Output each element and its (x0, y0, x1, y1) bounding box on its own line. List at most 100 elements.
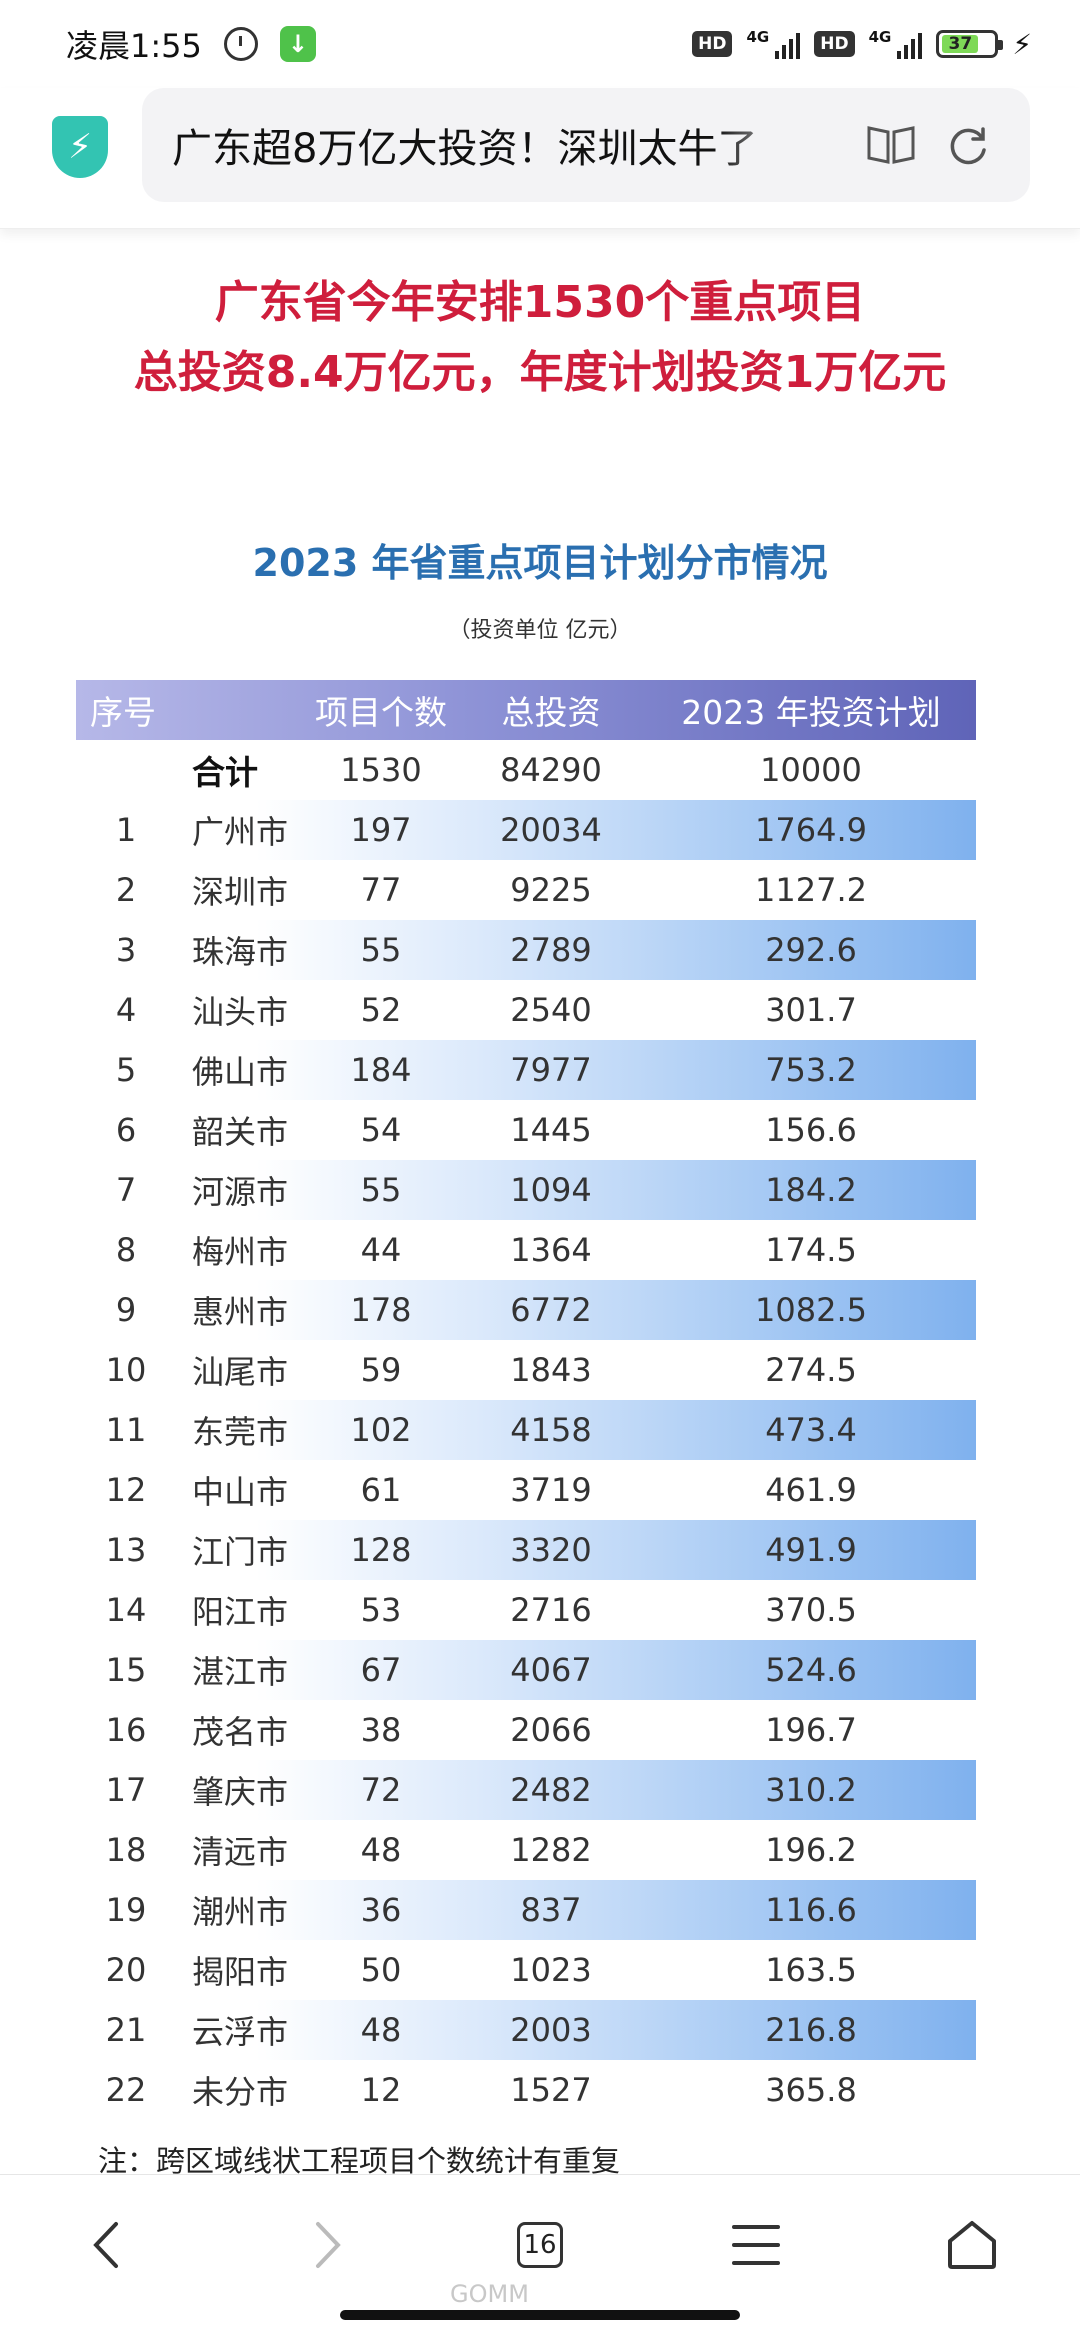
plan-2023: 163.5 (765, 1951, 857, 1989)
total-investment: 1094 (510, 1171, 592, 1209)
city-name: 中山市 (192, 1473, 289, 1511)
project-count: 48 (360, 2011, 402, 2049)
project-count: 128 (350, 1531, 412, 1569)
plan-2023: 1764.9 (755, 811, 867, 849)
total-investment: 1527 (510, 2071, 592, 2109)
city-name: 珠海市 (192, 933, 289, 971)
reload-icon[interactable] (946, 124, 990, 168)
project-count: 197 (350, 811, 412, 849)
total-investment: 4158 (510, 1411, 592, 1449)
article-headline: 广东省今年安排1530个重点项目 总投资8.4万亿元，年度计划投资1万亿元 (0, 268, 1080, 408)
alarm-clock-icon (223, 27, 258, 61)
city-name: 汕尾市 (192, 1353, 289, 1391)
project-count: 55 (360, 1171, 402, 1209)
table-row: 22 未分市 12 1527 365.8 (76, 2060, 976, 2120)
city-name: 广州市 (192, 813, 289, 851)
back-arrow-icon (93, 2222, 118, 2268)
city-name: 佛山市 (192, 1053, 289, 1091)
investment-table: 序号 项目个数 总投资 2023 年投资计划 合计 1530 84290 100… (76, 680, 976, 2120)
table-row: 10 汕尾市 59 1843 274.5 (76, 1340, 976, 1400)
total-plan-2023: 10000 (760, 751, 862, 789)
column-header-plan-2023: 2023 年投资计划 (681, 693, 941, 732)
back-button[interactable] (66, 2205, 146, 2285)
table-row: 5 佛山市 184 7977 753.2 (76, 1040, 976, 1100)
table-row: 2 深圳市 77 9225 1127.2 (76, 860, 976, 920)
forward-button[interactable] (288, 2205, 368, 2285)
hamburger-menu-icon (732, 2225, 780, 2265)
project-count: 61 (360, 1471, 402, 1509)
plan-2023: 301.7 (765, 991, 857, 1029)
project-count: 178 (350, 1291, 412, 1329)
project-count: 48 (360, 1831, 402, 1869)
city-name: 汕头市 (192, 993, 289, 1031)
plan-2023: 365.8 (765, 2071, 857, 2109)
tab-count-icon: 16 (517, 2222, 563, 2268)
table-footnote: 注：跨区域线状工程项目个数统计有重复 (98, 2144, 621, 2178)
plan-2023: 473.4 (765, 1411, 857, 1449)
city-name: 东莞市 (192, 1413, 289, 1451)
gesture-home-indicator[interactable] (340, 2310, 740, 2320)
row-number: 3 (115, 931, 137, 969)
battery-level: 37 (942, 34, 979, 54)
project-count: 59 (360, 1351, 402, 1389)
project-count: 55 (360, 931, 402, 969)
project-count: 36 (360, 1891, 402, 1929)
table-header-row: 序号 项目个数 总投资 2023 年投资计划 (76, 680, 976, 740)
plan-2023: 292.6 (765, 931, 857, 969)
row-number: 18 (105, 1831, 147, 1869)
watermark-logo: GOMM (450, 2280, 529, 2308)
project-count: 54 (360, 1111, 402, 1149)
total-projects: 1530 (340, 751, 422, 789)
plan-2023: 1082.5 (755, 1291, 867, 1329)
table-row: 14 阳江市 53 2716 370.5 (76, 1580, 976, 1640)
hd-badge-1: HD (692, 31, 733, 57)
row-number: 17 (105, 1771, 147, 1809)
city-name: 梅州市 (192, 1233, 289, 1271)
project-count: 184 (350, 1051, 412, 1089)
plan-2023: 174.5 (765, 1231, 857, 1269)
download-notification-icon: ↓ (279, 26, 316, 62)
column-header-investment: 总投资 (501, 693, 601, 732)
menu-button[interactable] (716, 2205, 796, 2285)
row-number: 2 (115, 871, 137, 909)
plan-2023: 184.2 (765, 1171, 857, 1209)
table-row: 17 肇庆市 72 2482 310.2 (76, 1760, 976, 1820)
row-number: 6 (115, 1111, 137, 1149)
signal-strength-icon-1 (775, 29, 801, 59)
total-investment: 1445 (510, 1111, 592, 1149)
home-button[interactable] (932, 2205, 1012, 2285)
row-number: 20 (105, 1951, 147, 1989)
city-name: 阳江市 (192, 1593, 289, 1631)
total-investment: 2066 (510, 1711, 592, 1749)
page-title-in-url[interactable]: 广东超8万亿大投资！深圳太牛了 (172, 126, 758, 172)
reader-mode-icon[interactable] (866, 124, 916, 164)
table-total-row: 合计 1530 84290 10000 (76, 740, 976, 800)
row-number: 15 (105, 1651, 147, 1689)
hd-badge-2: HD (814, 31, 855, 57)
table-row: 9 惠州市 178 6772 1082.5 (76, 1280, 976, 1340)
city-name: 湛江市 (192, 1653, 289, 1691)
total-investment: 2482 (510, 1771, 592, 1809)
row-number: 22 (105, 2071, 147, 2109)
plan-2023: 156.6 (765, 1111, 857, 1149)
table-row: 13 江门市 128 3320 491.9 (76, 1520, 976, 1580)
tabs-button[interactable]: 16 (500, 2205, 580, 2285)
plan-2023: 1127.2 (755, 871, 867, 909)
table-row: 18 清远市 48 1282 196.2 (76, 1820, 976, 1880)
status-bar: 凌晨1:55 ↓ HD 4G HD 4G 37 ⚡ (0, 0, 1080, 88)
url-field[interactable]: 广东超8万亿大投资！深圳太牛了 (142, 88, 1030, 202)
total-investment: 1364 (510, 1231, 592, 1269)
table-row: 20 揭阳市 50 1023 163.5 (76, 1940, 976, 2000)
security-shield-icon[interactable]: ⚡ (52, 116, 108, 178)
total-investment: 3320 (510, 1531, 592, 1569)
column-header-projects: 项目个数 (315, 693, 447, 732)
table-row: 21 云浮市 48 2003 216.8 (76, 2000, 976, 2060)
plan-2023: 753.2 (765, 1051, 857, 1089)
city-name: 肇庆市 (192, 1773, 289, 1811)
city-name: 惠州市 (192, 1293, 289, 1331)
plan-2023: 116.6 (765, 1891, 857, 1929)
charging-bolt-icon: ⚡ (1012, 27, 1032, 61)
total-investment: 7977 (510, 1051, 592, 1089)
total-investment: 1282 (510, 1831, 592, 1869)
column-header-no: 序号 (90, 693, 156, 732)
